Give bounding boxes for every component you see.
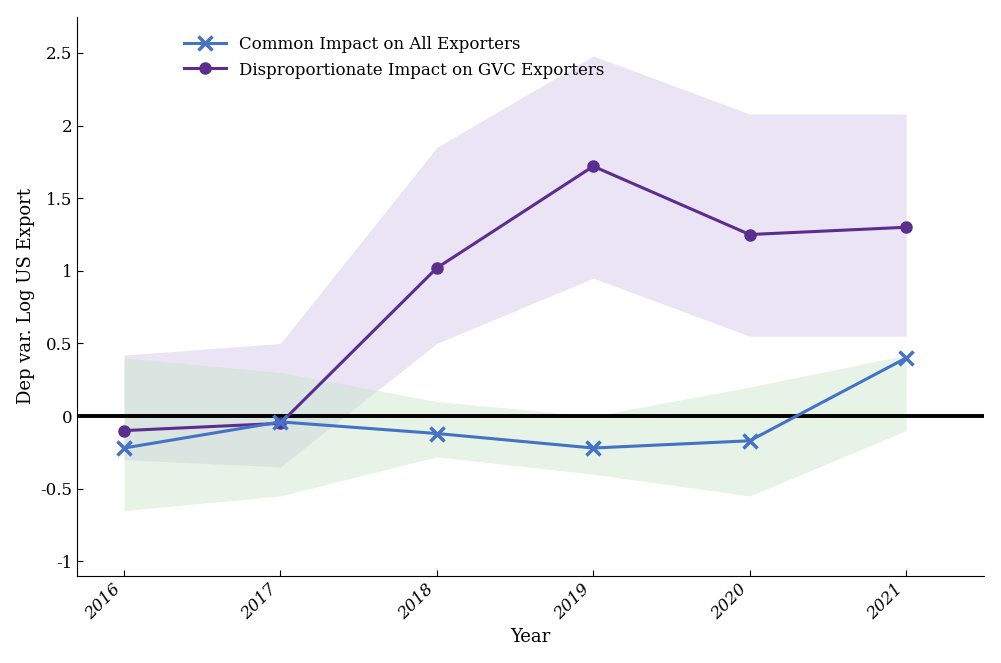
Legend: Common Impact on All Exporters, Disproportionate Impact on GVC Exporters: Common Impact on All Exporters, Dispropo… (176, 28, 614, 87)
Y-axis label: Dep var. Log US Export: Dep var. Log US Export (17, 188, 35, 404)
X-axis label: Year: Year (511, 629, 551, 646)
Disproportionate Impact on GVC Exporters (118, 426, 130, 434)
Line: Common Impact on All Exporters: Common Impact on All Exporters (117, 351, 913, 455)
Disproportionate Impact on GVC Exporters (274, 420, 286, 428)
Disproportionate Impact on GVC Exporters (430, 264, 442, 272)
Common Impact on All Exporters (274, 418, 286, 426)
Common Impact on All Exporters (744, 437, 756, 445)
Line: Disproportionate Impact on GVC Exporters: Disproportionate Impact on GVC Exporters (118, 160, 912, 436)
Common Impact on All Exporters (118, 444, 130, 452)
Common Impact on All Exporters (430, 430, 442, 438)
Common Impact on All Exporters (588, 444, 600, 452)
Disproportionate Impact on GVC Exporters (588, 162, 600, 170)
Common Impact on All Exporters (900, 354, 912, 362)
Disproportionate Impact on GVC Exporters (744, 231, 756, 239)
Disproportionate Impact on GVC Exporters (900, 223, 912, 231)
